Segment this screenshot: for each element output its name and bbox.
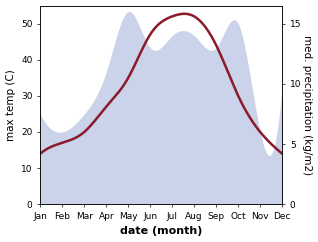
Y-axis label: med. precipitation (kg/m2): med. precipitation (kg/m2) bbox=[302, 35, 313, 175]
X-axis label: date (month): date (month) bbox=[120, 227, 203, 236]
Y-axis label: max temp (C): max temp (C) bbox=[5, 69, 16, 141]
